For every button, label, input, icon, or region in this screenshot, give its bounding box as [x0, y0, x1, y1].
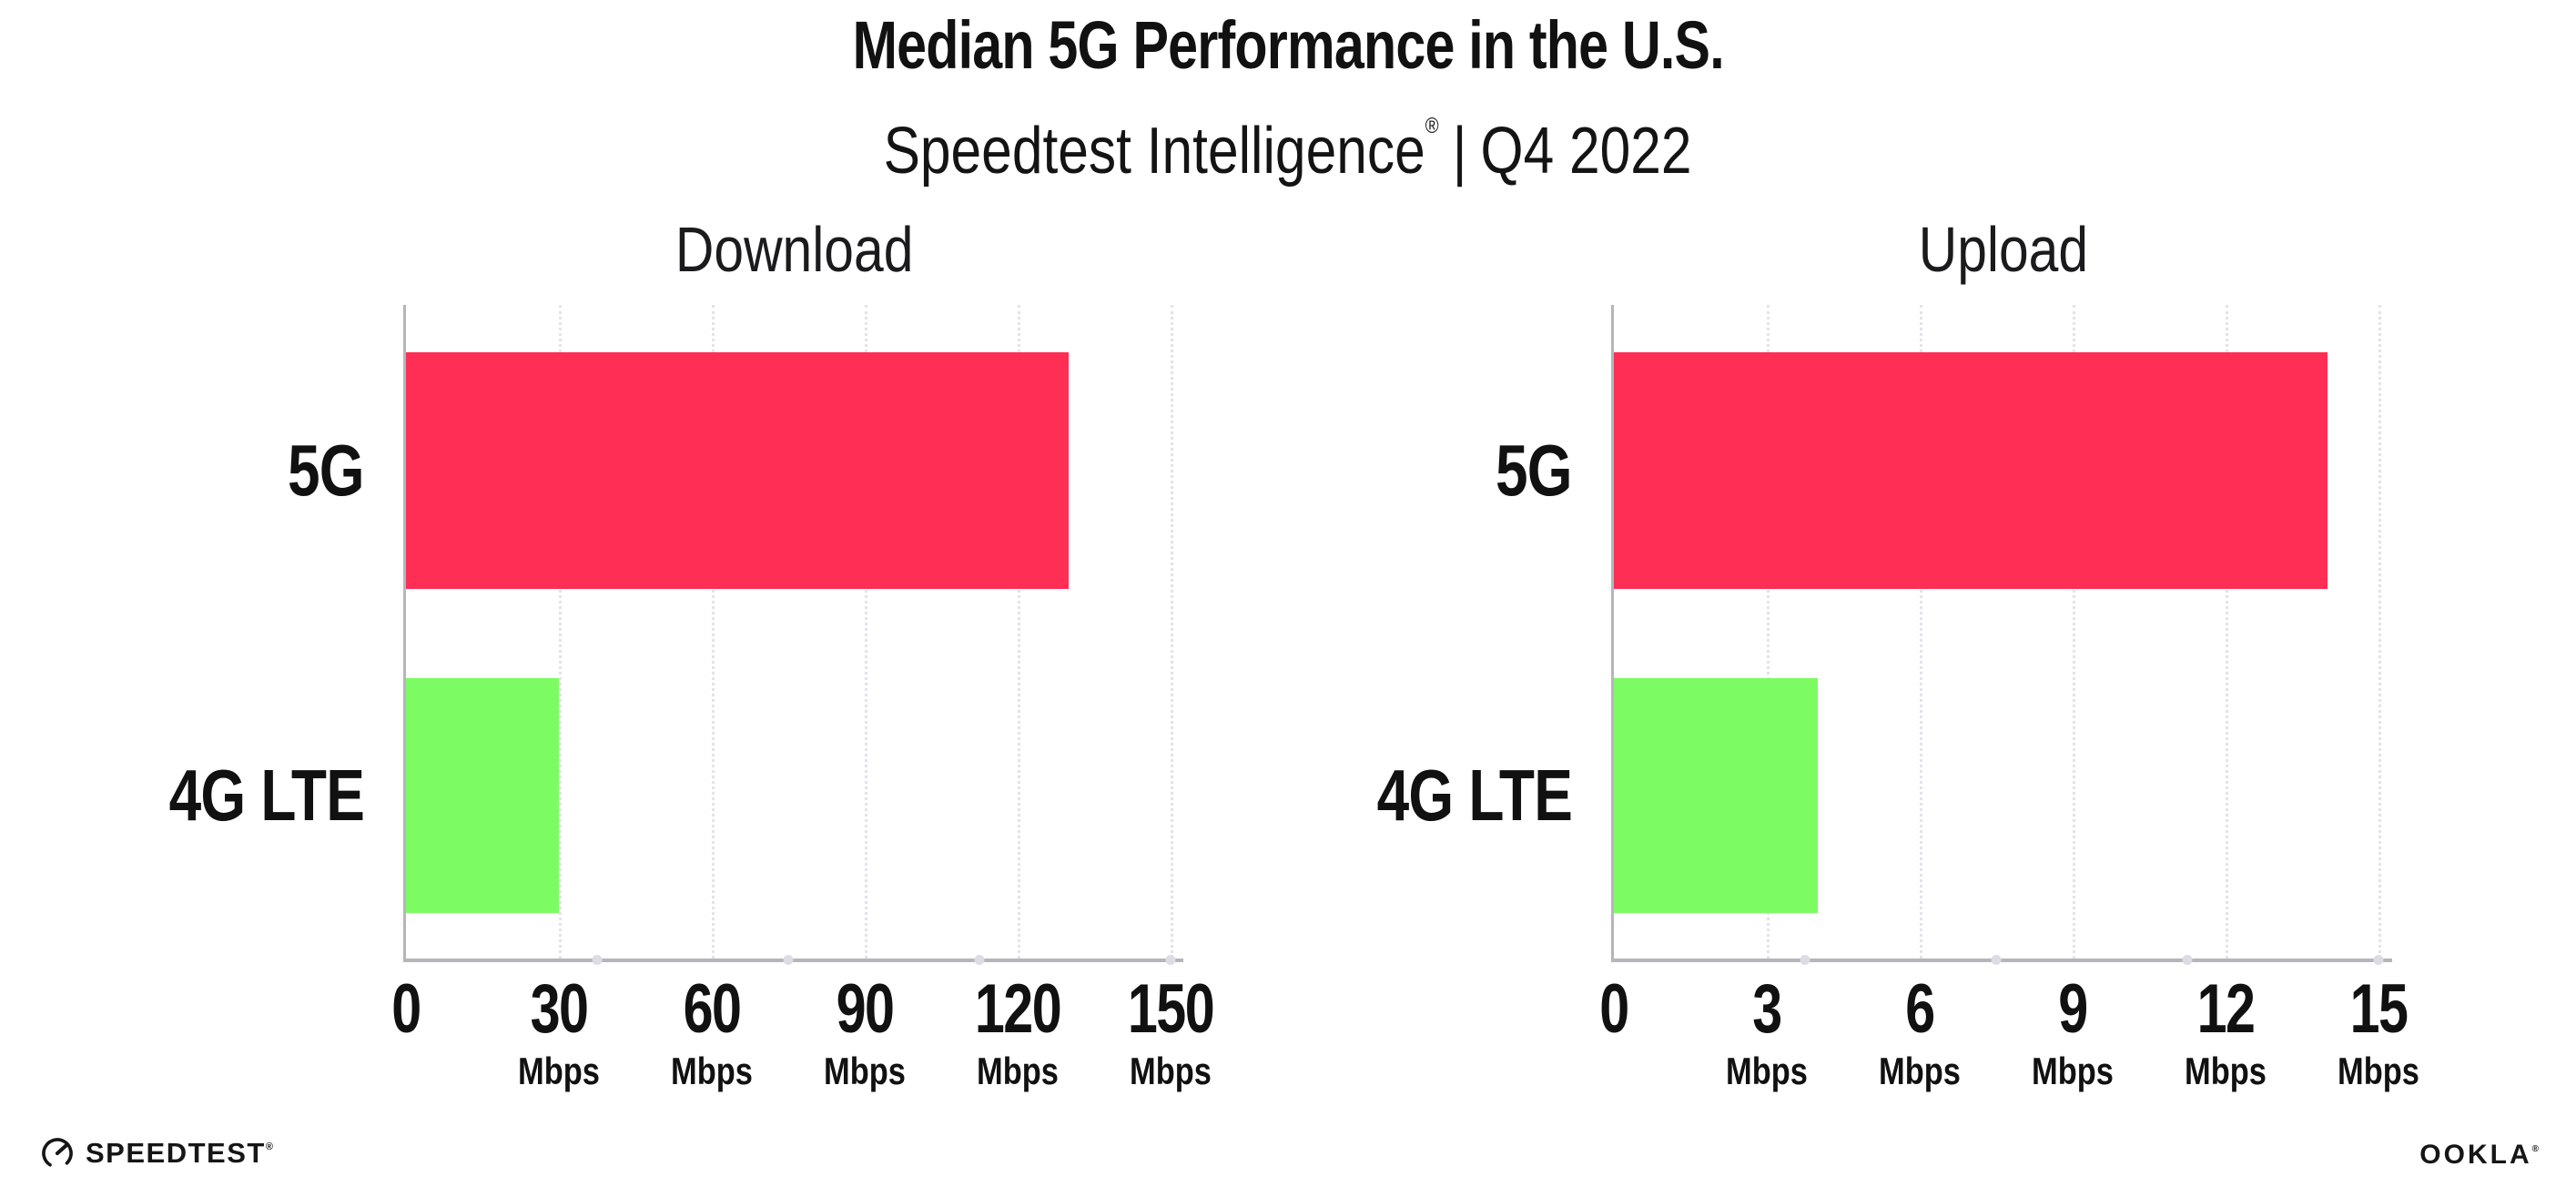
x-tick-value: 12 [2196, 970, 2256, 1048]
x-tick-150: 150 Mbps [1116, 975, 1226, 1091]
speedtest-gauge-icon [42, 1138, 73, 1169]
subplot-title-download: Download [406, 218, 1183, 281]
x-tick-unit: Mbps [1130, 1050, 1212, 1092]
x-tick-30: 30 Mbps [509, 975, 609, 1091]
x-tick-value: 6 [1905, 970, 1935, 1048]
x-tick-15: 15 Mbps [2328, 975, 2429, 1091]
bar-5g-download [406, 352, 1069, 589]
x-tick-unit: Mbps [2185, 1050, 2267, 1092]
bar-4g-lte-download [406, 678, 559, 913]
gridline-60 [712, 305, 715, 959]
upload-plot: Upload 0 3 Mbps 6 Mbps 9 Mbps 12 Mbps 15 Mbps 5G 4G L… [1377, 218, 2419, 1091]
x-tick-9: 9 Mbps [2023, 975, 2123, 1091]
subtitle-separator: | [1453, 115, 1467, 188]
x-tick-value: 0 [391, 970, 421, 1048]
x-tick-6: 6 Mbps [1870, 975, 1970, 1091]
axis-dot [974, 955, 985, 965]
category-label-4g-lte: 4G LTE [0, 752, 365, 839]
header: Median 5G Performance in the U.S. [0, 7, 2576, 84]
x-tick-unit: Mbps [1879, 1050, 1961, 1092]
x-tick-3: 3 Mbps [1717, 975, 1817, 1091]
subplot-title-upload: Upload [1614, 218, 2392, 281]
gridline-9 [2073, 305, 2075, 959]
ookla-logo: OOKLA® [2419, 1140, 2541, 1171]
x-tick-90: 90 Mbps [815, 975, 915, 1091]
x-tick-unit: Mbps [518, 1050, 600, 1092]
x-tick-unit: Mbps [2032, 1050, 2114, 1092]
x-tick-value: 60 [683, 970, 742, 1048]
gridline-120 [1018, 305, 1020, 959]
registered-mark: ® [1425, 114, 1440, 138]
x-tick-0: 0 [1596, 975, 1632, 1044]
x-tick-value: 0 [1599, 970, 1629, 1048]
subplot-title-text: Download [675, 214, 914, 285]
x-tick-value: 3 [1752, 970, 1782, 1048]
speedtest-trademark: ® [265, 1141, 275, 1152]
x-tick-value: 150 [1127, 970, 1215, 1048]
category-label-4g-lte: 4G LTE [1208, 752, 1573, 839]
axis-dot [1991, 955, 2002, 965]
category-label-text: 4G LTE [1376, 755, 1573, 836]
category-label-5g: 5G [1208, 427, 1573, 514]
x-tick-0: 0 [388, 975, 424, 1044]
axis-dot [783, 955, 794, 965]
axis-dot [2182, 955, 2193, 965]
speedtest-logo: SPEEDTEST® [40, 1136, 274, 1171]
gridline-12 [2226, 305, 2228, 959]
x-tick-value: 120 [974, 970, 1062, 1048]
category-label-text: 5G [288, 430, 365, 511]
gridline-6 [1920, 305, 1922, 959]
subtitle-period: Q4 2022 [1480, 115, 1692, 188]
x-tick-unit: Mbps [1726, 1050, 1808, 1092]
x-tick-value: 9 [2058, 970, 2088, 1048]
x-tick-12: 12 Mbps [2175, 975, 2276, 1091]
x-tick-value: 90 [836, 970, 895, 1048]
ookla-trademark: ® [2531, 1144, 2541, 1154]
x-tick-60: 60 Mbps [662, 975, 762, 1091]
axis-dot [2373, 955, 2384, 965]
x-tick-120: 120 Mbps [963, 975, 1073, 1091]
subtitle-brand: Speedtest Intelligence [883, 115, 1426, 188]
axis-dot [1165, 955, 1176, 965]
x-tick-value: 15 [2349, 970, 2409, 1048]
axis-dot [1800, 955, 1810, 965]
bar-5g-upload [1614, 352, 2328, 589]
ookla-wordmark: OOKLA [2419, 1140, 2532, 1170]
subplot-title-text: Upload [1918, 214, 2088, 285]
page-title: Median 5G Performance in the U.S. [852, 7, 1724, 83]
gridline-90 [865, 305, 867, 959]
gridline-150 [1171, 305, 1173, 959]
gridline-30 [559, 305, 562, 959]
x-tick-unit: Mbps [977, 1050, 1059, 1092]
x-tick-unit: Mbps [2338, 1050, 2419, 1092]
gridline-3 [1767, 305, 1770, 959]
bar-4g-lte-upload [1614, 678, 1818, 913]
category-label-text: 4G LTE [168, 755, 365, 836]
x-tick-unit: Mbps [824, 1050, 906, 1092]
axis-dot [592, 955, 603, 965]
speedtest-wordmark: SPEEDTEST® [86, 1137, 275, 1169]
x-tick-unit: Mbps [671, 1050, 753, 1092]
download-plot: Download 0 30 Mbps 60 Mbps 90 Mbps 120 Mbps 150 Mbp… [169, 218, 1215, 1091]
x-tick-value: 30 [530, 970, 589, 1048]
category-label-5g: 5G [0, 427, 365, 514]
page-subtitle: Speedtest Intelligence® | Q4 2022 [0, 87, 2576, 190]
category-label-text: 5G [1496, 430, 1573, 511]
gridline-15 [2378, 305, 2381, 959]
